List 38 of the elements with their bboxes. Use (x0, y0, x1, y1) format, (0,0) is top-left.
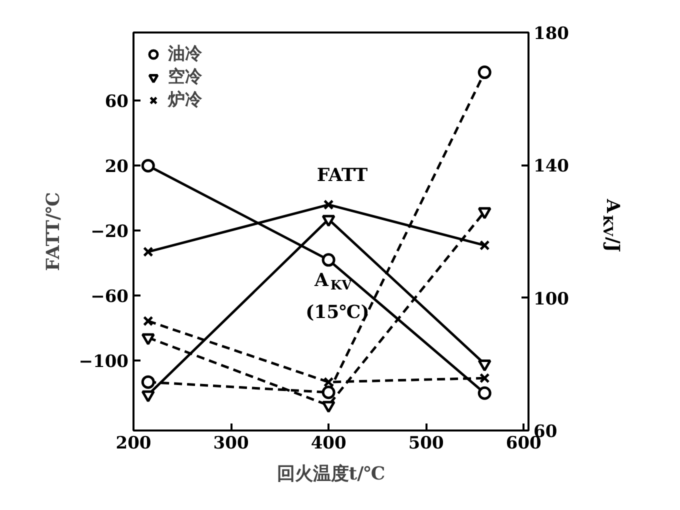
x-tick-label: 200 (116, 434, 152, 454)
y2-axis-title: AKV/J (600, 198, 623, 252)
y-axis-title: FATT/℃ (42, 192, 64, 271)
point (142, 316, 154, 326)
x-tick-label: 300 (213, 434, 249, 454)
legend-label: 空冷 (168, 66, 202, 88)
y2-tick-label: 180 (534, 24, 570, 44)
point (322, 386, 336, 400)
point (478, 207, 492, 220)
y-tick-label: −100 (78, 352, 129, 372)
y2-tick-label: 140 (534, 156, 570, 177)
legend-label: 炉冷 (168, 89, 202, 111)
point (322, 214, 336, 227)
y-tick-label: −20 (90, 222, 129, 242)
annotation: FATT (316, 165, 368, 186)
point (142, 246, 154, 257)
point (479, 372, 490, 384)
x-tick-label: 500 (408, 434, 444, 454)
point (479, 240, 490, 250)
x-tick-label: 400 (310, 434, 346, 454)
point (322, 253, 336, 267)
point (141, 158, 155, 172)
y-tick-label: −60 (90, 287, 129, 308)
point (323, 376, 334, 388)
y2-tick-label: 100 (534, 289, 570, 310)
point (478, 66, 492, 80)
point (322, 400, 336, 413)
point (141, 375, 155, 389)
x-axis-title: 回火温度t/℃ (276, 464, 386, 484)
legend-label: 油冷 (168, 43, 202, 65)
y-tick-label: 60 (104, 92, 129, 112)
point (141, 390, 155, 402)
annotation: (15℃) (306, 302, 370, 323)
point (478, 359, 492, 372)
point (323, 200, 334, 210)
point (478, 386, 492, 400)
y-tick-label: 20 (104, 157, 129, 178)
point (141, 333, 155, 346)
